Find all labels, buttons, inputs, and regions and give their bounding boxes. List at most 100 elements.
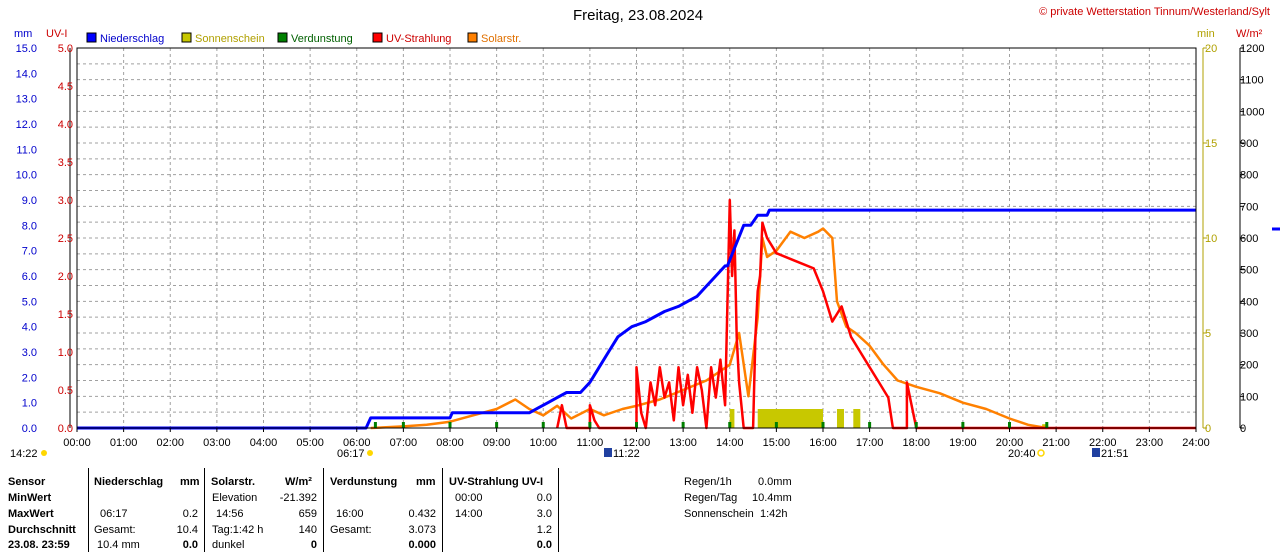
evaporation-marker	[914, 422, 918, 428]
verdunstung-max-val: 0.432	[408, 508, 436, 520]
summary-table: Sensor MinWert MaxWert Durchschnitt 23.0…	[0, 466, 1280, 552]
mm-tick-label: 2.0	[22, 372, 37, 384]
evaporation-marker	[774, 422, 778, 428]
weather-chart: Freitag, 23.08.2024 © private Wetterstat…	[10, 6, 1280, 460]
x-tick-label: 18:00	[902, 437, 930, 449]
uv-tick-label: 2.0	[58, 271, 73, 283]
niederschlag-last-val: 0.0	[182, 539, 198, 551]
wm2-tick-label: 100	[1240, 391, 1258, 403]
evaporation-marker	[961, 422, 965, 428]
niederschlag-last-label: 10.4 mm	[97, 539, 140, 551]
legend-label-verdunstung: Verdunstung	[291, 33, 353, 45]
x-tick-label: 08:00	[436, 437, 464, 449]
legend-label-solar: Solarstr.	[481, 33, 521, 45]
x-tick-label: 13:00	[669, 437, 697, 449]
left-time-label: 14:22	[10, 448, 38, 460]
precipitation-line	[77, 208, 1196, 430]
mm-tick-label: 12.0	[16, 119, 37, 131]
sun-icon	[41, 450, 47, 456]
mm-tick-label: 5.0	[22, 296, 37, 308]
wm2-tick-label: 400	[1240, 296, 1258, 308]
uv-tick-label: 4.5	[58, 81, 73, 93]
row-label-avg: Durchschnitt	[8, 524, 76, 536]
evaporation-marker	[681, 422, 685, 428]
x-tick-label: 14:00	[716, 437, 744, 449]
sonnenschein-val: 1:42h	[760, 508, 788, 520]
uv-tick-label: 4.0	[58, 119, 73, 131]
uv-tick-label: 1.5	[58, 309, 73, 321]
x-tick-label: 09:00	[483, 437, 511, 449]
x-tick-label: 12:00	[623, 437, 651, 449]
x-tick-label: 07:00	[390, 437, 418, 449]
grid	[77, 48, 1196, 428]
sunshine-bar	[729, 409, 735, 428]
evaporation-marker	[1008, 422, 1011, 428]
divider	[323, 468, 324, 552]
niederschlag-gesamt-val: 10.4	[176, 524, 198, 536]
x-tick-label: 24:00	[1182, 437, 1210, 449]
uv-tick-label: 1.0	[58, 347, 73, 359]
mm-tick-label: 3.0	[22, 347, 37, 359]
verdunstung-gesamt-label: Gesamt:	[330, 524, 372, 536]
uv-tick-label: 3.0	[58, 195, 73, 207]
solar-max-time: 14:56	[216, 508, 244, 520]
divider	[558, 468, 559, 552]
solar-elev-label: Elevation	[212, 492, 258, 504]
wm2-tick-label: 1100	[1240, 75, 1264, 87]
uv-axis-unit: UV-I	[46, 28, 67, 40]
sunset-label: 20:40	[1008, 448, 1036, 460]
x-tick-label: 15:00	[763, 437, 791, 449]
x-tick-label: 11:00	[577, 437, 604, 449]
mm-tick-label: 13.0	[16, 94, 37, 106]
sunshine-bar	[853, 409, 861, 428]
verdunstung-unit: mm	[416, 476, 436, 488]
sonnenschein-label: Sonnenschein	[684, 508, 754, 520]
min-tick-label: 20	[1205, 43, 1217, 55]
mm-tick-label: 8.0	[22, 220, 37, 232]
mm-tick-label: 1.0	[22, 398, 37, 410]
chart-legend: Niederschlag Sonnenschein Verdunstung UV…	[86, 32, 521, 45]
min-tick-label: 0	[1205, 423, 1211, 435]
x-tick-label: 10:00	[529, 437, 557, 449]
sunrise-label: 06:17	[337, 448, 365, 460]
mm-tick-label: 14.0	[16, 68, 37, 80]
wm2-tick-label: 0	[1240, 423, 1246, 435]
row-label-min: MinWert	[8, 492, 52, 504]
x-axis: 00:00 01:00 02:00 03:00 04:00 05:00 06:00 07:00…	[63, 428, 1210, 449]
min-axis-unit: min	[1197, 28, 1215, 40]
series-layer	[77, 198, 1196, 430]
niederschlag-max-val: 0.2	[182, 508, 198, 520]
verdunstung-gesamt-val: 3.073	[408, 524, 436, 536]
evaporation-marker	[868, 422, 872, 428]
evaporation-marker	[448, 422, 452, 428]
evaporation-marker	[1045, 422, 1049, 428]
uv-line	[555, 198, 1196, 430]
min-tick-label: 15	[1205, 138, 1217, 150]
wm2-tick-label: 800	[1240, 170, 1258, 182]
evaporation-marker	[401, 422, 405, 428]
mm-tick-label: 0.0	[22, 423, 37, 435]
wm2-tick-label: 700	[1240, 201, 1258, 213]
solar-tag-label: Tag:1:42 h	[212, 524, 264, 536]
sunset-icon	[1037, 449, 1045, 457]
x-tick-label: 21:00	[1042, 437, 1070, 449]
x-tick-label: 22:00	[1089, 437, 1117, 449]
evaporation-marker	[373, 422, 377, 428]
divider	[204, 468, 205, 552]
moonset-label: 21:51	[1101, 448, 1129, 460]
regentag-val: 10.4mm	[752, 492, 792, 504]
min-tick-label: 10	[1205, 233, 1217, 245]
evaporation-marker	[495, 422, 499, 428]
time-markers: 14:22 06:17 11:22 20:40 21:51	[10, 448, 1129, 460]
min-tick-label: 5	[1205, 328, 1211, 340]
solar-unit: W/m²	[285, 476, 312, 488]
row-label-max: MaxWert	[8, 508, 54, 520]
uv-min-val: 0.0	[536, 492, 552, 504]
evaporation-marker	[635, 422, 638, 428]
uv-tick-label: 0.0	[58, 423, 73, 435]
wm2-tick-label: 500	[1240, 265, 1258, 277]
left-axes: 0.0 1.0 2.0 3.0 4.0 5.0 6.0 7.0 8.0 9.0 10.0 11.0 12…	[16, 43, 73, 435]
niederschlag-max-time: 06:17	[100, 508, 128, 520]
legend-swatch-sonnenschein	[181, 32, 192, 43]
solar-max-val: 659	[298, 508, 317, 520]
